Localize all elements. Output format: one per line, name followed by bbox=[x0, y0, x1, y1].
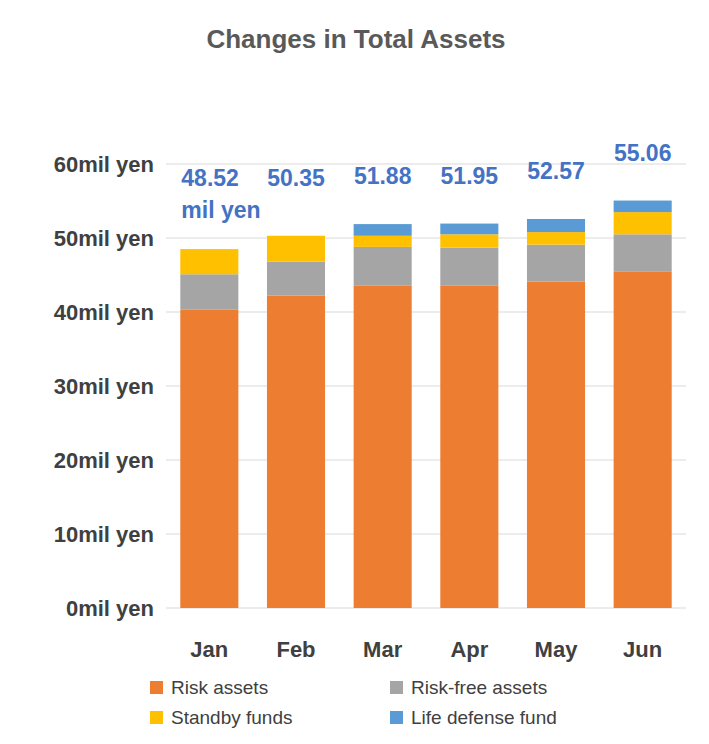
bar-segment bbox=[614, 212, 672, 234]
legend-swatch bbox=[390, 711, 403, 724]
legend-label: Standby funds bbox=[171, 707, 292, 728]
bar-segment bbox=[527, 282, 585, 608]
bar-segment bbox=[180, 310, 238, 608]
bar-segment bbox=[440, 285, 498, 608]
total-label: 50.35 bbox=[267, 165, 325, 191]
legend: Risk assets Risk-free assets Standby funds… bbox=[150, 677, 557, 728]
legend-label: Risk-free assets bbox=[411, 677, 547, 698]
bar-segment bbox=[527, 232, 585, 245]
legend-label: Risk assets bbox=[171, 677, 268, 698]
bar-segment bbox=[354, 236, 412, 247]
grid-line bbox=[166, 164, 686, 165]
grid-line bbox=[166, 312, 686, 313]
y-tick-label: 40mil yen bbox=[54, 300, 154, 325]
total-label-line: mil yen bbox=[181, 197, 260, 223]
bar-segment bbox=[354, 247, 412, 285]
total-label-line: 51.88 bbox=[354, 163, 412, 189]
legend-swatch bbox=[150, 681, 163, 694]
total-label: 48.52 mil yen bbox=[181, 165, 260, 223]
bar-segment bbox=[267, 236, 325, 262]
chart-title: Changes in Total Assets bbox=[206, 24, 505, 54]
bar-segment bbox=[180, 249, 238, 250]
total-label: 55.06 bbox=[614, 140, 672, 166]
bar-segment bbox=[614, 271, 672, 608]
total-label-line: 51.95 bbox=[441, 163, 499, 189]
grid-line bbox=[166, 238, 686, 239]
legend-swatch bbox=[390, 681, 403, 694]
grid-line bbox=[166, 386, 686, 387]
bar-segment bbox=[614, 234, 672, 271]
grid-line bbox=[166, 460, 686, 461]
bar-segment bbox=[440, 224, 498, 235]
bar-segment bbox=[527, 219, 585, 232]
x-tick-label: Mar bbox=[363, 637, 403, 662]
x-tick-label: May bbox=[535, 637, 579, 662]
total-label-line: 50.35 bbox=[267, 165, 325, 191]
x-tick-label: Jun bbox=[623, 637, 662, 662]
bar-segment bbox=[354, 285, 412, 608]
y-tick-label: 50mil yen bbox=[54, 226, 154, 251]
grid-line bbox=[166, 608, 686, 609]
legend-swatch bbox=[150, 711, 163, 724]
y-tick-label: 0mil yen bbox=[66, 596, 154, 621]
x-tick-label: Jan bbox=[190, 637, 228, 662]
bar-segment bbox=[267, 235, 325, 236]
grid bbox=[166, 164, 686, 608]
y-tick-label: 60mil yen bbox=[54, 152, 154, 177]
y-tick-label: 10mil yen bbox=[54, 522, 154, 547]
bar-segment bbox=[527, 245, 585, 282]
total-label-line: 48.52 bbox=[181, 165, 239, 191]
y-tick-label: 30mil yen bbox=[54, 374, 154, 399]
total-label-line: 55.06 bbox=[614, 140, 672, 166]
bar-segment bbox=[180, 274, 238, 310]
total-label: 52.57 bbox=[527, 158, 585, 184]
bar-segment bbox=[180, 249, 238, 274]
bar-segment bbox=[267, 296, 325, 608]
chart: Changes in Total Assets 0mil yen 10mil yen… bbox=[0, 0, 709, 744]
total-label-line: 52.57 bbox=[527, 158, 585, 184]
bars bbox=[180, 201, 671, 608]
total-label: 51.95 bbox=[441, 163, 499, 189]
x-tick-label: Apr bbox=[450, 637, 488, 662]
bar-segment bbox=[354, 224, 412, 236]
bar-segment bbox=[614, 201, 672, 213]
bar-segment bbox=[440, 234, 498, 247]
x-tick-label: Feb bbox=[276, 637, 315, 662]
legend-label: Life defense fund bbox=[411, 707, 557, 728]
y-tick-label: 20mil yen bbox=[54, 448, 154, 473]
total-label: 51.88 bbox=[354, 163, 412, 189]
bar-segment bbox=[267, 262, 325, 296]
bar-segment bbox=[440, 248, 498, 286]
grid-line bbox=[166, 534, 686, 535]
